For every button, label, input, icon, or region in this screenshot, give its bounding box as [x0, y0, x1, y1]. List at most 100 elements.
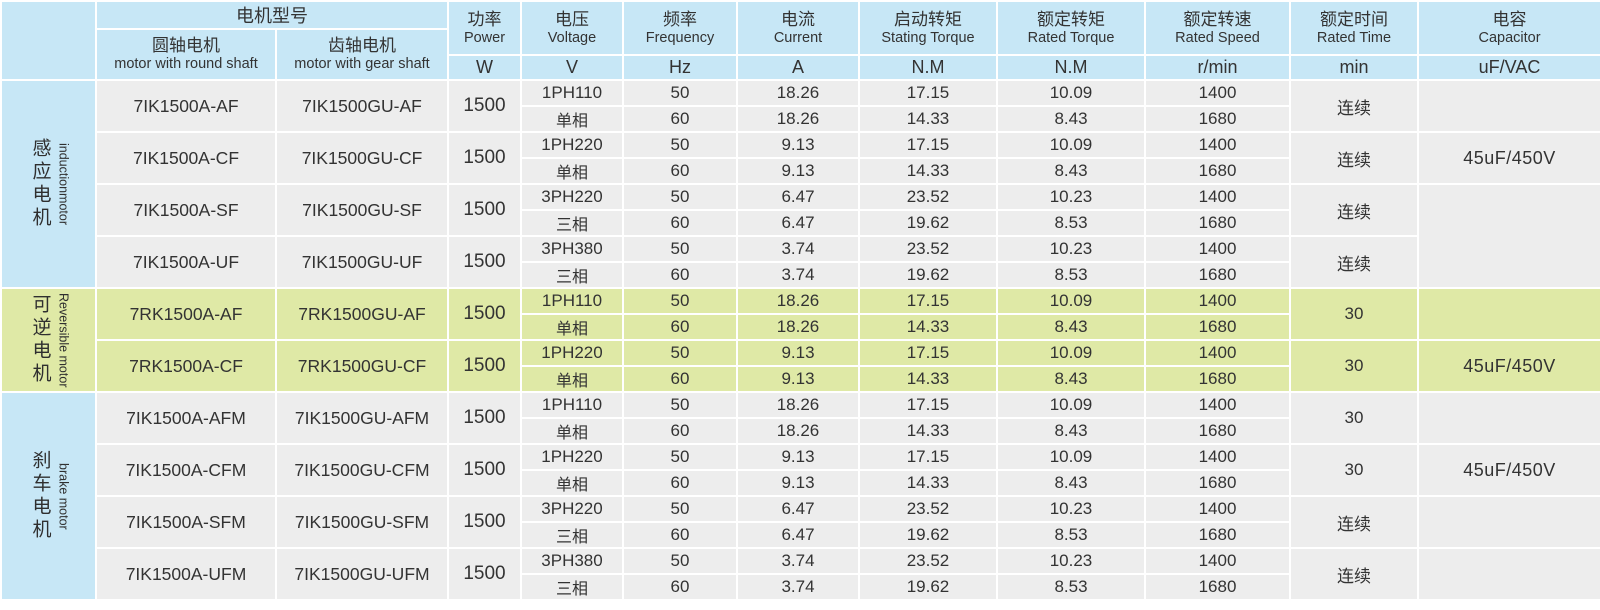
- cell-rated-time: 连续: [1289, 235, 1419, 289]
- cell-rated-speed: 1680: [1144, 157, 1291, 185]
- cell-frequency: 60: [622, 209, 738, 237]
- cell-rated-torque: 8.43: [996, 313, 1146, 341]
- cell-phase: 单相: [520, 469, 624, 497]
- cell-capacitor: [1417, 391, 1600, 445]
- cell-rated-speed: 1680: [1144, 209, 1291, 237]
- header-round-shaft: 圆轴电机 motor with round shaft: [95, 28, 277, 81]
- corner-cell: [0, 0, 97, 81]
- cell-rated-torque: 10.09: [996, 79, 1146, 107]
- cell-phase: 三相: [520, 261, 624, 289]
- cell-starting-torque: 14.33: [858, 105, 998, 133]
- cell-rated-torque: 10.09: [996, 443, 1146, 471]
- cell-model-round: 7IK1500A-SFM: [95, 495, 277, 549]
- cell-rated-torque: 8.43: [996, 365, 1146, 393]
- cell-frequency: 50: [622, 287, 738, 315]
- cell-rated-speed: 1400: [1144, 131, 1291, 159]
- cell-rated-speed: 1680: [1144, 417, 1291, 445]
- unit-capacitor: uF/VAC: [1417, 54, 1600, 81]
- cell-model-gear: 7IK1500GU-CFM: [275, 443, 449, 497]
- cell-current: 9.13: [736, 339, 860, 367]
- cell-voltage: 1PH110: [520, 287, 624, 315]
- cell-model-round: 7RK1500A-CF: [95, 339, 277, 393]
- cell-current: 18.26: [736, 79, 860, 107]
- header-voltage-en: Voltage: [547, 29, 597, 46]
- cell-frequency: 50: [622, 547, 738, 575]
- cell-frequency: 50: [622, 183, 738, 211]
- cell-voltage: 3PH380: [520, 235, 624, 263]
- cell-starting-torque: 23.52: [858, 183, 998, 211]
- cell-power: 1500: [447, 287, 522, 341]
- cell-rated-speed: 1680: [1144, 261, 1291, 289]
- cell-current: 3.74: [736, 573, 860, 601]
- cell-phase: 单相: [520, 417, 624, 445]
- cell-rated-torque: 8.43: [996, 157, 1146, 185]
- cell-frequency: 60: [622, 469, 738, 497]
- cell-starting-torque: 17.15: [858, 79, 998, 107]
- cell-phase: 单相: [520, 105, 624, 133]
- header-capacitor-zh: 电容: [1492, 9, 1527, 29]
- cell-model-gear: 7IK1500GU-AFM: [275, 391, 449, 445]
- cell-rated-torque: 8.53: [996, 573, 1146, 601]
- cell-current: 18.26: [736, 313, 860, 341]
- header-capacitor-en: Capacitor: [1478, 29, 1541, 46]
- cell-starting-torque: 14.33: [858, 365, 998, 393]
- cell-rated-speed: 1400: [1144, 495, 1291, 523]
- cell-current: 18.26: [736, 417, 860, 445]
- cell-frequency: 50: [622, 235, 738, 263]
- cell-voltage: 1PH220: [520, 443, 624, 471]
- group-label-brake-motor: 刹车电机 brake motor: [0, 391, 97, 601]
- cell-capacitor: [1417, 183, 1600, 289]
- cell-frequency: 60: [622, 313, 738, 341]
- cell-phase: 三相: [520, 209, 624, 237]
- cell-model-gear: 7IK1500GU-SF: [275, 183, 449, 237]
- cell-power: 1500: [447, 235, 522, 289]
- cell-model-round: 7IK1500A-UF: [95, 235, 277, 289]
- cell-rated-time: 30: [1289, 443, 1419, 497]
- header-rated-speed-zh: 额定转速: [1183, 9, 1252, 29]
- unit-rated-speed: r/min: [1144, 54, 1291, 81]
- cell-rated-speed: 1400: [1144, 443, 1291, 471]
- cell-rated-speed: 1680: [1144, 105, 1291, 133]
- header-rated-torque-en: Rated Torque: [1027, 29, 1115, 46]
- cell-rated-speed: 1680: [1144, 313, 1291, 341]
- cell-current: 9.13: [736, 365, 860, 393]
- header-rated-time: 额定时间 Rated Time: [1289, 0, 1419, 56]
- cell-rated-torque: 8.43: [996, 417, 1146, 445]
- cell-rated-speed: 1400: [1144, 547, 1291, 575]
- unit-starting-torque: N.M: [858, 54, 998, 81]
- cell-rated-time: 连续: [1289, 547, 1419, 601]
- cell-model-gear: 7IK1500GU-SFM: [275, 495, 449, 549]
- unit-rated-time: min: [1289, 54, 1419, 81]
- cell-frequency: 60: [622, 417, 738, 445]
- group-label-en: Reversible motor: [56, 292, 71, 388]
- cell-model-gear: 7IK1500GU-UF: [275, 235, 449, 289]
- cell-starting-torque: 17.15: [858, 339, 998, 367]
- cell-rated-torque: 10.23: [996, 547, 1146, 575]
- cell-power: 1500: [447, 79, 522, 133]
- cell-rated-torque: 8.53: [996, 261, 1146, 289]
- header-starting-torque-en: Stating Torque: [881, 29, 975, 46]
- cell-rated-torque: 8.53: [996, 209, 1146, 237]
- group-label-en: inductionmotor: [56, 143, 71, 225]
- cell-current: 18.26: [736, 105, 860, 133]
- cell-rated-speed: 1680: [1144, 365, 1291, 393]
- cell-frequency: 60: [622, 157, 738, 185]
- cell-rated-speed: 1400: [1144, 339, 1291, 367]
- cell-frequency: 50: [622, 79, 738, 107]
- cell-rated-speed: 1400: [1144, 391, 1291, 419]
- cell-starting-torque: 19.62: [858, 209, 998, 237]
- header-gear-shaft-zh: 齿轴电机: [328, 36, 396, 56]
- cell-voltage: 1PH220: [520, 131, 624, 159]
- cell-capacitor: 45uF/450V: [1417, 443, 1600, 497]
- cell-frequency: 50: [622, 391, 738, 419]
- cell-model-gear: 7RK1500GU-CF: [275, 339, 449, 393]
- header-round-shaft-en: motor with round shaft: [114, 56, 258, 73]
- cell-current: 3.74: [736, 235, 860, 263]
- cell-current: 18.26: [736, 391, 860, 419]
- unit-voltage: V: [520, 54, 624, 81]
- cell-capacitor: 45uF/450V: [1417, 131, 1600, 185]
- cell-starting-torque: 23.52: [858, 547, 998, 575]
- cell-starting-torque: 14.33: [858, 157, 998, 185]
- header-rated-torque-zh: 额定转矩: [1037, 9, 1105, 29]
- cell-starting-torque: 23.52: [858, 235, 998, 263]
